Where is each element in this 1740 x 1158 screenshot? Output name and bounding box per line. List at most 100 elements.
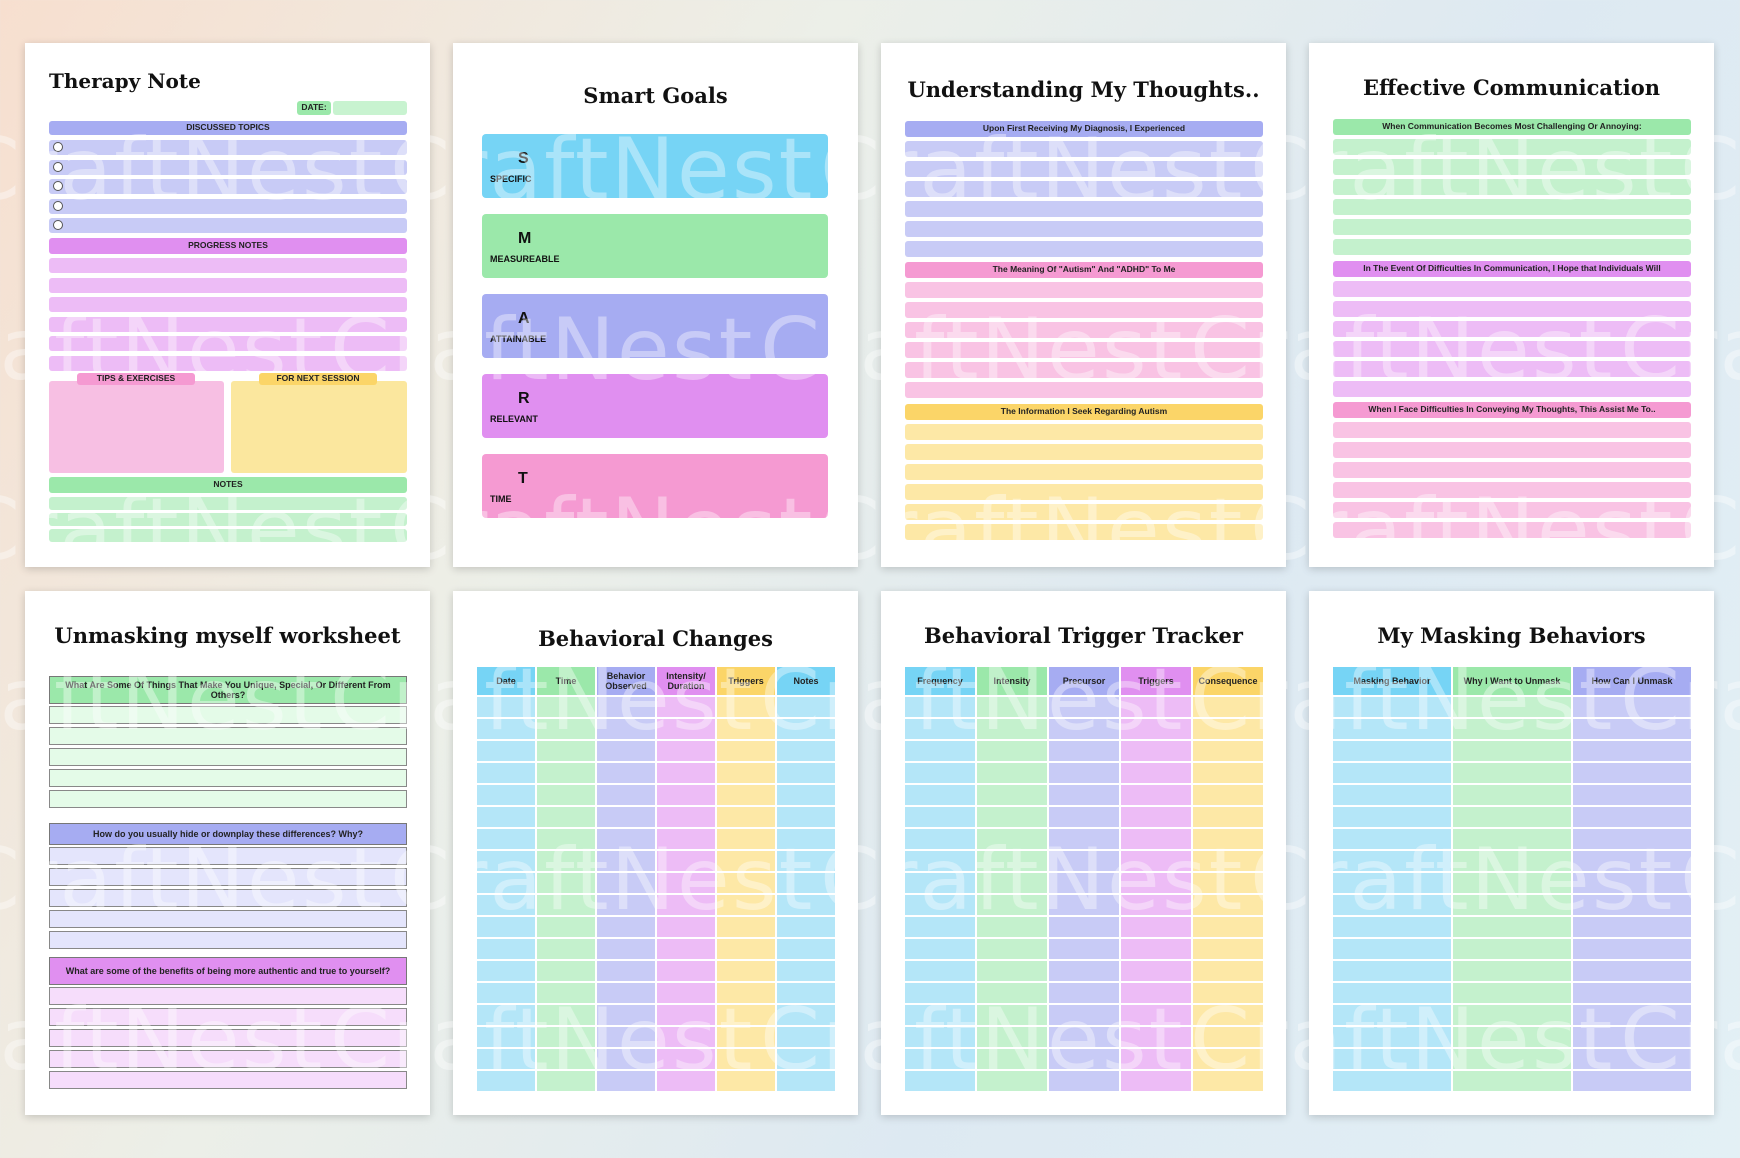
table-cell[interactable] bbox=[597, 807, 655, 827]
table-cell[interactable] bbox=[717, 961, 775, 981]
table-cell[interactable] bbox=[1121, 807, 1191, 827]
table-cell[interactable] bbox=[477, 1049, 535, 1069]
table-cell[interactable] bbox=[1193, 763, 1263, 783]
table-cell[interactable] bbox=[1121, 939, 1191, 959]
diagnosis-line[interactable] bbox=[905, 241, 1263, 257]
table-cell[interactable] bbox=[777, 851, 835, 871]
table-cell[interactable] bbox=[1333, 939, 1451, 959]
information-line[interactable] bbox=[905, 484, 1263, 500]
smart-goal-relevant[interactable]: R RELEVANT bbox=[482, 374, 828, 438]
hide-answer-line[interactable] bbox=[49, 847, 407, 865]
table-cell[interactable] bbox=[1573, 939, 1691, 959]
table-cell[interactable] bbox=[1333, 785, 1451, 805]
table-cell[interactable] bbox=[1573, 851, 1691, 871]
table-cell[interactable] bbox=[1193, 1005, 1263, 1025]
information-line[interactable] bbox=[905, 464, 1263, 480]
table-cell[interactable] bbox=[777, 895, 835, 915]
table-cell[interactable] bbox=[1193, 785, 1263, 805]
meaning-line[interactable] bbox=[905, 302, 1263, 318]
table-cell[interactable] bbox=[1193, 873, 1263, 893]
table-cell[interactable] bbox=[777, 983, 835, 1003]
table-cell[interactable] bbox=[657, 917, 715, 937]
table-cell[interactable] bbox=[905, 829, 975, 849]
table-cell[interactable] bbox=[1453, 807, 1571, 827]
unique-answer-line[interactable] bbox=[49, 769, 407, 787]
table-cell[interactable] bbox=[1333, 697, 1451, 717]
table-cell[interactable] bbox=[657, 829, 715, 849]
table-cell[interactable] bbox=[657, 697, 715, 717]
unique-answer-line[interactable] bbox=[49, 706, 407, 724]
table-cell[interactable] bbox=[1193, 719, 1263, 739]
table-cell[interactable] bbox=[1573, 873, 1691, 893]
table-cell[interactable] bbox=[477, 851, 535, 871]
table-cell[interactable] bbox=[905, 1005, 975, 1025]
table-cell[interactable] bbox=[477, 895, 535, 915]
table-cell[interactable] bbox=[1193, 1027, 1263, 1047]
table-cell[interactable] bbox=[1573, 895, 1691, 915]
table-cell[interactable] bbox=[1573, 807, 1691, 827]
difficulties-line[interactable] bbox=[1333, 321, 1691, 337]
table-cell[interactable] bbox=[717, 763, 775, 783]
table-cell[interactable] bbox=[657, 961, 715, 981]
table-cell[interactable] bbox=[1193, 895, 1263, 915]
table-cell[interactable] bbox=[1121, 763, 1191, 783]
table-cell[interactable] bbox=[657, 983, 715, 1003]
table-cell[interactable] bbox=[717, 741, 775, 761]
table-cell[interactable] bbox=[905, 895, 975, 915]
table-cell[interactable] bbox=[597, 895, 655, 915]
table-cell[interactable] bbox=[1573, 1049, 1691, 1069]
table-cell[interactable] bbox=[1121, 829, 1191, 849]
table-cell[interactable] bbox=[1121, 741, 1191, 761]
table-cell[interactable] bbox=[905, 785, 975, 805]
table-cell[interactable] bbox=[537, 785, 595, 805]
diagnosis-line[interactable] bbox=[905, 201, 1263, 217]
table-cell[interactable] bbox=[657, 1027, 715, 1047]
table-cell[interactable] bbox=[1049, 895, 1119, 915]
table-cell[interactable] bbox=[977, 719, 1047, 739]
table-cell[interactable] bbox=[717, 1027, 775, 1047]
table-cell[interactable] bbox=[1121, 917, 1191, 937]
table-cell[interactable] bbox=[1453, 1027, 1571, 1047]
table-cell[interactable] bbox=[477, 763, 535, 783]
table-cell[interactable] bbox=[1121, 895, 1191, 915]
table-cell[interactable] bbox=[777, 939, 835, 959]
conveying-line[interactable] bbox=[1333, 482, 1691, 498]
table-cell[interactable] bbox=[1333, 807, 1451, 827]
table-cell[interactable] bbox=[717, 1049, 775, 1069]
table-cell[interactable] bbox=[537, 719, 595, 739]
table-cell[interactable] bbox=[1333, 763, 1451, 783]
table-cell[interactable] bbox=[597, 1071, 655, 1091]
table-cell[interactable] bbox=[537, 741, 595, 761]
table-cell[interactable] bbox=[1453, 1071, 1571, 1091]
table-cell[interactable] bbox=[1453, 719, 1571, 739]
table-cell[interactable] bbox=[777, 741, 835, 761]
table-cell[interactable] bbox=[657, 895, 715, 915]
table-cell[interactable] bbox=[905, 939, 975, 959]
table-cell[interactable] bbox=[537, 763, 595, 783]
table-cell[interactable] bbox=[1453, 697, 1571, 717]
table-cell[interactable] bbox=[537, 895, 595, 915]
checkbox-circle[interactable] bbox=[53, 181, 63, 191]
table-cell[interactable] bbox=[477, 1005, 535, 1025]
table-cell[interactable] bbox=[777, 1005, 835, 1025]
table-cell[interactable] bbox=[537, 1071, 595, 1091]
table-cell[interactable] bbox=[777, 719, 835, 739]
table-cell[interactable] bbox=[597, 1027, 655, 1047]
table-cell[interactable] bbox=[597, 1005, 655, 1025]
table-cell[interactable] bbox=[657, 939, 715, 959]
table-cell[interactable] bbox=[477, 785, 535, 805]
progress-line[interactable] bbox=[49, 258, 407, 273]
table-cell[interactable] bbox=[1193, 741, 1263, 761]
table-cell[interactable] bbox=[1453, 1049, 1571, 1069]
table-cell[interactable] bbox=[717, 917, 775, 937]
table-cell[interactable] bbox=[1049, 741, 1119, 761]
diagnosis-line[interactable] bbox=[905, 181, 1263, 197]
topic-line[interactable] bbox=[49, 198, 407, 214]
table-cell[interactable] bbox=[1049, 1049, 1119, 1069]
table-cell[interactable] bbox=[717, 719, 775, 739]
benefits-answer-line[interactable] bbox=[49, 1050, 407, 1068]
table-cell[interactable] bbox=[1573, 983, 1691, 1003]
table-cell[interactable] bbox=[1453, 851, 1571, 871]
table-cell[interactable] bbox=[1049, 697, 1119, 717]
table-cell[interactable] bbox=[1121, 851, 1191, 871]
